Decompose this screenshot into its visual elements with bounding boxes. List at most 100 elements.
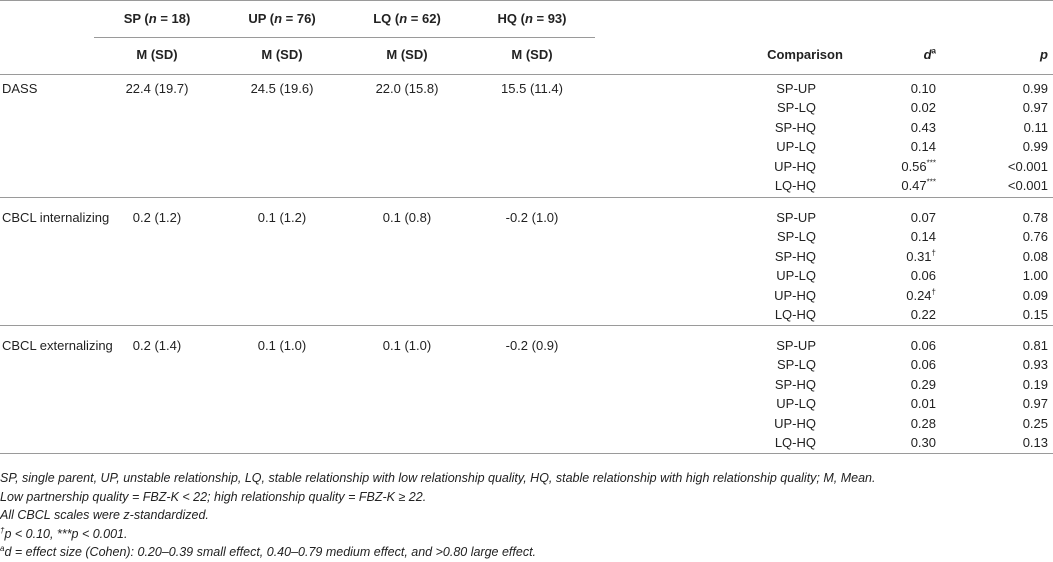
top-rule (0, 0, 1053, 1)
group-n-symbol: n (524, 11, 533, 26)
p-header: p (990, 45, 1048, 64)
mean-sd-value: 24.5 (19.6) (250, 81, 314, 96)
group-header-lq: LQ (n = 62) (345, 9, 469, 28)
p-value: <0.001 (1007, 159, 1048, 174)
d-header: da (880, 45, 936, 64)
stat-header: M (SD) (386, 47, 428, 62)
comparison-pair: SP-LQ (776, 229, 816, 244)
effect-size-value: 0.02 (910, 100, 936, 115)
effect-size-d: 0.06 (860, 336, 936, 355)
group-underline-0 (94, 37, 220, 38)
effect-size-value: 0.06 (910, 338, 936, 353)
comparison-pair: SP-HQ (774, 120, 816, 135)
effect-size-value: 0.43 (910, 120, 936, 135)
group-abbr: SP ( (123, 11, 149, 26)
mean-sd-value: -0.2 (0.9) (505, 338, 559, 353)
footnote-line: SP, single parent, UP, unstable relation… (0, 469, 1053, 488)
effect-size-d: 0.43 (860, 118, 936, 137)
header-rule (0, 74, 1053, 75)
p-value: 0.09 (1022, 288, 1048, 303)
p-value: 0.15 (1022, 307, 1048, 322)
comparison-pair: SP-HQ (774, 249, 816, 264)
footnote-line: All CBCL scales were z-standardized. (0, 506, 1053, 525)
p-value: 0.99 (1022, 139, 1048, 154)
stat-header: M (SD) (261, 47, 303, 62)
mean-sd-value: -0.2 (1.0) (505, 210, 559, 225)
footnote-text: d = effect size (Cohen): 0.20–0.39 small… (4, 545, 537, 559)
effect-size-value: 0.30 (910, 435, 936, 450)
comparison-pair: SP-LQ (776, 100, 816, 115)
d-symbol: d (923, 47, 932, 62)
group-header-up: UP (n = 76) (220, 9, 344, 28)
footnote-line: Low partnership quality = FBZ-K < 22; hi… (0, 488, 1053, 507)
measure-label-cbcl-externalizing: CBCL externalizing (2, 338, 113, 353)
comparison-pair: SP-HQ (774, 377, 816, 392)
section-rule-1 (0, 197, 1053, 198)
effect-size-d: 0.31† (860, 247, 936, 266)
p-value: 0.13 (1022, 435, 1048, 450)
comparison-pair: SP-UP (776, 338, 816, 353)
bottom-rule (0, 453, 1053, 454)
effect-size-d: 0.30 (860, 433, 936, 452)
effect-size-d: 0.06 (860, 355, 936, 374)
mean-sd-value: 22.0 (15.8) (375, 81, 439, 96)
group-n-value: = 76) (282, 11, 316, 26)
comparison-pair: UP-HQ (774, 288, 816, 303)
comparison-header: Comparison (767, 47, 843, 62)
comparison-pair: UP-HQ (774, 416, 816, 431)
effect-size-value: 0.47 (901, 178, 927, 193)
p-value: 1.00 (1022, 268, 1048, 283)
p-value: 0.08 (1022, 249, 1048, 264)
p-value: 0.97 (1022, 396, 1048, 411)
comparison-pair: UP-HQ (774, 159, 816, 174)
stat-header: M (SD) (511, 47, 553, 62)
group-abbr: UP ( (248, 11, 275, 26)
effect-size-d: 0.47*** (860, 176, 936, 195)
mean-sd-value: 0.1 (1.2) (257, 210, 307, 225)
effect-size-d: 0.56*** (860, 157, 936, 176)
group-n-value: = 93) (532, 11, 567, 26)
p-value: <0.001 (1007, 178, 1048, 193)
stat-header: M (SD) (136, 47, 178, 62)
comparison-pair: UP-LQ (776, 396, 816, 411)
significance-mark: † (931, 287, 936, 297)
effect-size-value: 0.24 (906, 288, 932, 303)
effect-size-d: 0.10 (860, 79, 936, 98)
comparison-pair: SP-UP (776, 81, 816, 96)
footnote-mark: † (0, 525, 5, 535)
effect-size-d: 0.02 (860, 98, 936, 117)
group-n-value: = 18) (156, 11, 191, 26)
group-n-symbol: n (274, 11, 283, 26)
measure-label-dass: DASS (2, 81, 38, 96)
group-abbr: LQ ( (373, 11, 400, 26)
group-n-value: = 62) (407, 11, 441, 26)
effect-size-value: 0.10 (910, 81, 936, 96)
effect-size-d: 0.29 (860, 375, 936, 394)
effect-size-value: 0.22 (910, 307, 936, 322)
footnote-text: All CBCL scales were z-standardized. (0, 508, 209, 522)
significance-mark: *** (926, 158, 936, 168)
mean-sd-value: 0.1 (0.8) (382, 210, 432, 225)
comparison-pair: UP-LQ (776, 139, 816, 154)
footnote-text: p < 0.10, ***p < 0.001. (4, 526, 128, 541)
effect-size-value: 0.01 (910, 396, 936, 411)
group-header-hq: HQ (n = 93) (470, 9, 594, 28)
footnote-line: ad = effect size (Cohen): 0.20–0.39 smal… (0, 543, 1053, 562)
p-value: 0.76 (1022, 229, 1048, 244)
group-header-sp: SP (n = 18) (95, 9, 219, 28)
p-value: 0.93 (1022, 357, 1048, 372)
group-abbr: HQ ( (497, 11, 525, 26)
p-value: 0.81 (1022, 338, 1048, 353)
mean-sd-value: 15.5 (11.4) (501, 81, 563, 96)
footnote-mark: a (0, 543, 5, 553)
group-underline-1 (219, 37, 345, 38)
effect-size-d: 0.14 (860, 137, 936, 156)
effect-size-value: 0.06 (910, 268, 936, 283)
effect-size-value: 0.14 (910, 229, 936, 244)
effect-size-d: 0.07 (860, 208, 936, 227)
d-footnote-mark: a (931, 46, 936, 56)
effect-size-d: 0.22 (860, 305, 936, 324)
significance-mark: *** (926, 177, 936, 187)
p-value: 0.78 (1022, 210, 1048, 225)
footnote-line: †p < 0.10, ***p < 0.001. (0, 525, 1053, 544)
